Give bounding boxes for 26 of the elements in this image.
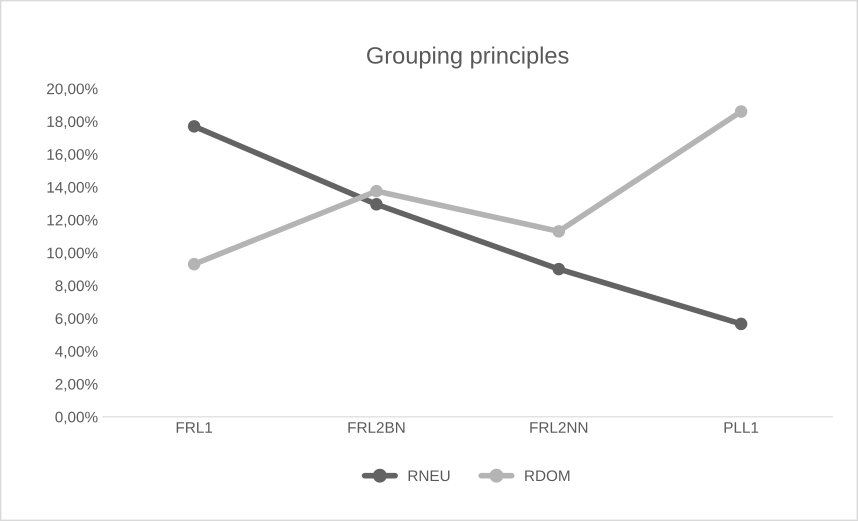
- chart-title: Grouping principles: [367, 46, 568, 68]
- point: [734, 105, 748, 118]
- y-tick-label: 20,00%: [47, 83, 98, 96]
- y-tick-label: 12,00%: [47, 214, 98, 228]
- y-tick-label: 0,00%: [55, 412, 98, 424]
- point: [188, 120, 200, 133]
- legend-label: RNEU: [408, 470, 450, 482]
- x-tick-label: FRL2NN: [530, 422, 588, 433]
- point: [370, 184, 383, 198]
- x-tick-label: PLL1: [724, 422, 758, 433]
- y-tick-label: 6,00%: [56, 313, 98, 326]
- point: [370, 198, 383, 211]
- y-tick-label: 8,00%: [55, 280, 98, 293]
- y-tick-label: 4,00%: [55, 346, 98, 359]
- point: [734, 318, 748, 330]
- x-tick-label: FRL1: [176, 422, 212, 433]
- y-tick-label: 18,00%: [47, 116, 98, 129]
- point: [552, 225, 566, 238]
- y-tick-label: 16,00%: [47, 149, 98, 162]
- y-tick-label: 10,00%: [47, 248, 98, 260]
- legend-label: RDOM: [525, 470, 570, 482]
- point: [188, 258, 200, 270]
- y-tick-label: 2,00%: [56, 378, 98, 392]
- x-tick-label: FRL2BN: [348, 422, 404, 433]
- y-tick-label: 14,00%: [47, 182, 98, 195]
- point: [552, 262, 566, 276]
